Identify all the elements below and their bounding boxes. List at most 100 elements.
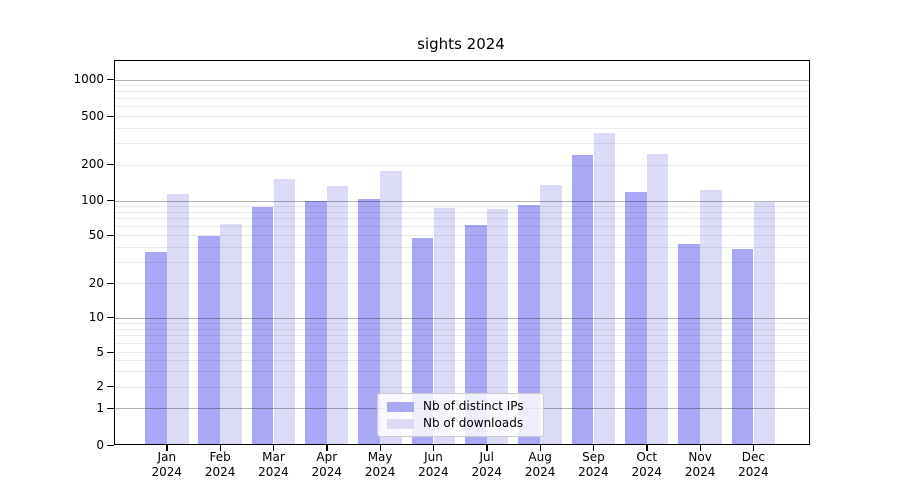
bar-aug-downloads bbox=[540, 185, 562, 445]
x-tick-mar bbox=[272, 445, 275, 451]
gridline-600 bbox=[114, 106, 809, 108]
bar-may-ips bbox=[358, 199, 380, 445]
x-tick-label-feb: Feb 2024 bbox=[204, 450, 236, 479]
y-tick-5 bbox=[107, 351, 114, 353]
y-tick-label-50: 50 bbox=[88, 227, 104, 242]
bar-nov-downloads bbox=[700, 190, 722, 445]
y-tick-label-20: 20 bbox=[88, 275, 104, 290]
y-tick-label-0: 0 bbox=[96, 437, 104, 452]
gridline-60 bbox=[114, 225, 809, 227]
y-tick-100 bbox=[107, 200, 114, 202]
x-tick-jul bbox=[486, 445, 488, 451]
x-tick-apr bbox=[326, 445, 328, 451]
y-tick-label-200: 200 bbox=[81, 157, 104, 171]
y-tick-label-5: 5 bbox=[96, 344, 104, 359]
gridline-40 bbox=[114, 246, 809, 248]
gridline-6 bbox=[114, 342, 809, 344]
gridline-30 bbox=[114, 261, 809, 263]
y-tick-500 bbox=[107, 115, 114, 117]
gridline-7 bbox=[114, 335, 809, 337]
x-tick-jan bbox=[166, 445, 168, 451]
y-tick-1000 bbox=[107, 79, 114, 81]
x-tick-dec bbox=[752, 445, 755, 451]
gridline-800 bbox=[114, 91, 809, 93]
gridline-80 bbox=[114, 211, 809, 213]
x-tick-label-oct: Oct 2024 bbox=[631, 450, 663, 479]
bar-feb-downloads bbox=[220, 224, 242, 445]
legend-label-distinct-ips: Nb of distinct IPs bbox=[423, 399, 524, 413]
bar-sep-ips bbox=[571, 154, 594, 445]
x-tick-label-nov: Nov 2024 bbox=[684, 450, 716, 479]
x-tick-may bbox=[379, 445, 381, 451]
bar-oct-downloads bbox=[646, 153, 669, 445]
chart-title: sights 2024 bbox=[417, 35, 505, 53]
bar-mar-downloads bbox=[273, 179, 296, 445]
x-tick-aug bbox=[539, 445, 541, 451]
gridline-20 bbox=[114, 283, 809, 284]
gridline-200 bbox=[114, 164, 809, 166]
gridline-10 bbox=[114, 317, 809, 319]
bar-may-downloads bbox=[380, 171, 402, 445]
x-tick-sep bbox=[592, 445, 595, 451]
x-tick-feb bbox=[219, 445, 221, 451]
y-tick-label-100: 100 bbox=[81, 193, 104, 207]
bar-mar-ips bbox=[251, 206, 274, 445]
legend-item-downloads: Nb of downloads bbox=[387, 416, 534, 431]
x-tick-nov bbox=[699, 445, 701, 451]
gridline-500 bbox=[114, 116, 809, 117]
gridline-700 bbox=[114, 98, 809, 100]
x-tick-label-apr: Apr 2024 bbox=[311, 450, 343, 479]
y-tick-label-10: 10 bbox=[88, 310, 104, 324]
x-tick-label-dec: Dec 2024 bbox=[738, 450, 769, 479]
y-tick-1 bbox=[107, 407, 114, 409]
legend-item-distinct-ips: Nb of distinct IPs bbox=[387, 399, 534, 414]
legend: Nb of distinct IPs Nb of downloads bbox=[377, 393, 544, 437]
legend-swatch-downloads bbox=[387, 418, 414, 429]
gridline-50 bbox=[114, 235, 809, 236]
gridline-5 bbox=[114, 352, 809, 353]
bar-jul-downloads bbox=[486, 208, 509, 445]
gridline-90 bbox=[114, 205, 809, 207]
gridline-900 bbox=[114, 85, 809, 87]
y-tick-10 bbox=[107, 317, 114, 319]
legend-swatch-distinct-ips bbox=[387, 401, 414, 412]
gridline-4 bbox=[114, 360, 809, 362]
gridline-2 bbox=[114, 386, 809, 388]
x-tick-label-aug: Aug 2024 bbox=[524, 450, 556, 479]
y-tick-2 bbox=[107, 386, 114, 388]
bar-nov-ips bbox=[678, 244, 700, 445]
y-tick-label-500: 500 bbox=[81, 108, 104, 123]
gridline-70 bbox=[114, 218, 809, 220]
x-tick-label-may: May 2024 bbox=[364, 450, 396, 479]
y-tick-label-2: 2 bbox=[96, 379, 104, 393]
gridline-300 bbox=[114, 143, 809, 145]
bar-jan-downloads bbox=[167, 194, 189, 445]
y-tick-label-1: 1 bbox=[96, 400, 104, 415]
gridline-3 bbox=[114, 371, 809, 373]
bar-dec-ips bbox=[731, 249, 754, 445]
x-tick-label-jan: Jan 2024 bbox=[151, 450, 183, 479]
y-tick-200 bbox=[107, 164, 114, 166]
y-tick-50 bbox=[107, 234, 114, 236]
bar-jan-ips bbox=[145, 252, 167, 445]
y-tick-label-1000: 1000 bbox=[73, 72, 104, 86]
bar-aug-ips bbox=[518, 205, 540, 445]
gridline-8 bbox=[114, 328, 809, 330]
bar-dec-downloads bbox=[753, 202, 776, 445]
gridline-9 bbox=[114, 322, 809, 324]
bar-oct-ips bbox=[625, 191, 647, 445]
gridline-100 bbox=[114, 200, 809, 202]
x-tick-label-jun: Jun 2024 bbox=[418, 450, 449, 479]
gridline-400 bbox=[114, 127, 809, 129]
x-tick-jun bbox=[432, 445, 435, 451]
bar-jul-ips bbox=[465, 225, 487, 445]
bar-jun-downloads bbox=[433, 208, 456, 445]
x-tick-label-mar: Mar 2024 bbox=[258, 450, 289, 479]
x-tick-label-sep: Sep 2024 bbox=[578, 450, 609, 479]
x-tick-oct bbox=[646, 445, 648, 451]
y-tick-20 bbox=[107, 282, 114, 284]
gridline-1000 bbox=[114, 79, 809, 81]
legend-label-downloads: Nb of downloads bbox=[423, 416, 524, 430]
y-tick-0 bbox=[107, 444, 114, 446]
